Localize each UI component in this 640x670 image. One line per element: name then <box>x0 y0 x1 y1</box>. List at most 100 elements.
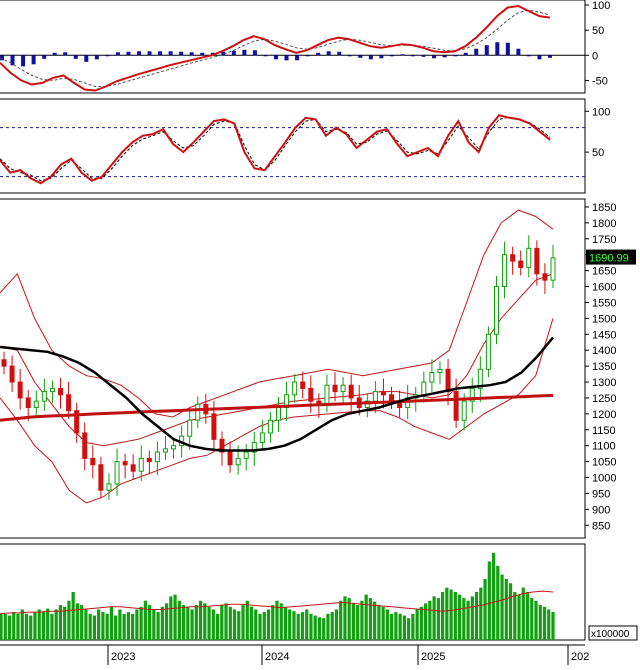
candle-body <box>477 368 483 389</box>
candle-body <box>372 391 378 402</box>
candle-body <box>276 406 281 421</box>
candle-body <box>154 451 160 463</box>
volume-bar <box>466 600 470 640</box>
volume-bar <box>228 606 232 640</box>
macd-histogram-bar <box>284 55 289 61</box>
panel-frame-price <box>0 198 586 539</box>
stochastic-axis-tick-label: 50 <box>592 147 604 159</box>
candle-body <box>308 387 314 402</box>
volume-bar <box>37 609 41 640</box>
volume-bar <box>373 601 377 640</box>
macd-histogram-bar <box>368 55 373 60</box>
volume-bar <box>542 606 547 640</box>
macd-axis-tick-label: 50 <box>592 25 604 37</box>
volume-bar <box>0 613 3 640</box>
macd-histogram-bar <box>231 50 236 56</box>
macd-histogram-bar <box>242 49 247 56</box>
volume-bar <box>445 587 449 640</box>
macd-histogram-bar <box>337 51 342 56</box>
volume-bar <box>16 613 20 640</box>
volume-bar <box>139 606 143 640</box>
macd-histogram-bar <box>516 48 521 56</box>
candle-body <box>292 381 298 396</box>
volume-bar <box>12 612 16 640</box>
volume-unit-label: x100000 <box>591 629 630 640</box>
volume-bar <box>381 606 385 640</box>
volume-bar <box>109 606 114 640</box>
volume-bar <box>296 613 300 640</box>
macd-histogram-bar <box>63 52 68 56</box>
macd-histogram-bar <box>42 55 47 59</box>
volume-bar <box>58 605 63 640</box>
volume-bar <box>164 603 169 640</box>
candle-body <box>187 419 193 437</box>
candle-body <box>130 464 136 472</box>
candle-body <box>510 254 516 262</box>
macd-histogram-bar <box>295 55 300 61</box>
volume-unit-box <box>588 625 638 641</box>
macd-histogram-bar <box>200 52 205 56</box>
volume-bar <box>377 605 381 640</box>
candle-body <box>445 368 451 393</box>
price-axis-tick-label: 850 <box>592 520 610 532</box>
volume-bar <box>50 613 54 640</box>
volume-bar <box>470 596 474 640</box>
volume-bar <box>517 594 521 640</box>
candle-body <box>195 403 201 421</box>
price-axis-tick-label: 1050 <box>592 457 616 469</box>
candle-body <box>74 410 80 434</box>
price-axis-tick-label: 1100 <box>592 441 616 453</box>
price-axis-tick-label: 1250 <box>592 393 616 405</box>
price-axis-tick-label: 1000 <box>592 473 616 485</box>
volume-bar <box>97 609 101 640</box>
macd-axis-tick-label: 100 <box>592 0 610 12</box>
panel-frame-macd <box>0 0 586 94</box>
volume-bar <box>105 613 109 640</box>
candle-body <box>332 384 338 393</box>
volume-bar <box>143 600 147 640</box>
macd-histogram-bar <box>495 42 500 56</box>
macd-histogram-bar <box>168 51 173 56</box>
candle-body <box>340 384 346 393</box>
candle-body <box>389 394 395 402</box>
price-axis-tick-label: 1200 <box>592 409 616 421</box>
volume-bar <box>118 609 122 640</box>
volume-bar <box>407 618 411 640</box>
volume-bar <box>436 598 440 640</box>
price-axis-tick-label: 900 <box>592 504 610 516</box>
volume-bar <box>33 612 37 640</box>
volume-bar <box>266 609 271 640</box>
volume-bar <box>194 605 198 640</box>
volume-bar <box>224 603 228 640</box>
volume-bar <box>551 612 555 640</box>
volume-bar <box>313 615 317 640</box>
candle-body <box>437 368 443 373</box>
volume-bar <box>356 605 360 640</box>
volume-bar <box>398 613 402 640</box>
price-axis-tick-label: 1500 <box>592 313 616 325</box>
candle-body <box>251 442 257 453</box>
macd-histogram-bar <box>21 55 26 67</box>
candle-body <box>49 387 55 393</box>
macd-histogram-bar <box>316 52 321 56</box>
candle-body <box>146 457 152 463</box>
macd-histogram-bar <box>548 55 552 58</box>
volume-bar <box>432 596 436 640</box>
price-axis-tick-label: 1300 <box>592 377 616 389</box>
price-axis-tick-label: 1400 <box>592 345 616 357</box>
macd-histogram-bar <box>52 52 57 56</box>
candle-body <box>429 371 435 383</box>
volume-bar <box>334 609 339 640</box>
volume-bar <box>322 618 326 640</box>
candle-body <box>461 400 467 421</box>
volume-bar <box>114 615 118 640</box>
volume-bar <box>347 598 351 640</box>
candle-body <box>421 381 427 396</box>
volume-bar <box>317 617 322 640</box>
candle-body <box>259 432 265 444</box>
last-price-label: 1690.99 <box>589 253 629 265</box>
volume-bar <box>152 609 156 640</box>
macd-histogram-bar <box>115 52 120 56</box>
